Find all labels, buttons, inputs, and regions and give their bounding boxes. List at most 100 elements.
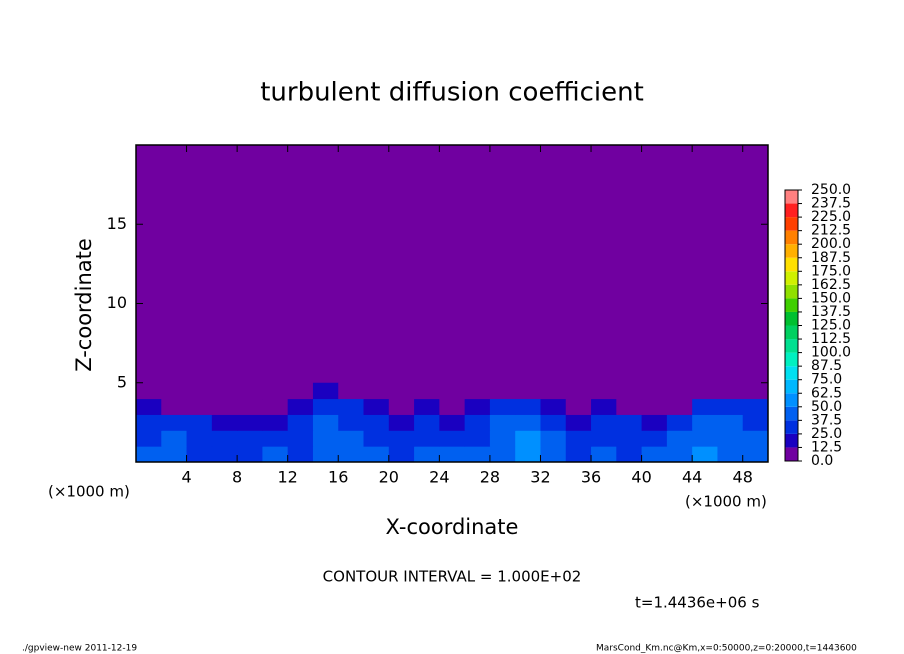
colorbar-label: 250.0	[811, 182, 851, 198]
field-cell	[641, 382, 668, 400]
field-cell	[616, 430, 643, 447]
colorbar-label: 87.5	[811, 358, 842, 374]
field-cell	[742, 430, 769, 447]
colorbar-label: 150.0	[811, 290, 851, 306]
field-cell	[388, 430, 415, 447]
field-cell	[540, 414, 567, 431]
field-cell	[312, 382, 339, 400]
x-tick-label: 28	[480, 468, 500, 487]
field-cell	[186, 382, 213, 400]
colorbar-label: 187.5	[811, 250, 851, 266]
time-note: t=1.4436e+06 s	[635, 594, 760, 612]
field-cell	[692, 398, 718, 415]
field-cell	[338, 430, 365, 447]
field-cell	[363, 430, 390, 447]
field-cell	[439, 446, 466, 463]
x-tick-label: 40	[631, 468, 651, 487]
x-tick-label: 36	[581, 468, 601, 487]
field-cell	[186, 398, 213, 415]
field-cell	[161, 446, 188, 463]
field-cell	[287, 398, 314, 415]
colorbar-band	[785, 230, 798, 245]
field-cell	[565, 382, 592, 400]
colorbar-label: 25.0	[811, 426, 842, 442]
field-cell	[641, 446, 668, 463]
field-cell	[717, 414, 744, 431]
field-cell	[262, 414, 289, 431]
field-cell	[742, 382, 769, 400]
field-cell	[540, 398, 567, 415]
field-cell	[565, 446, 592, 463]
field-cell	[439, 398, 466, 415]
field-cell	[641, 430, 668, 447]
colorbar-band	[785, 284, 798, 299]
x-tick-label: 4	[181, 468, 191, 487]
colorbar-band	[785, 257, 798, 272]
field-cell	[540, 430, 567, 447]
field-cell	[262, 382, 289, 400]
colorbar-label: 225.0	[811, 209, 851, 225]
field-cell	[591, 414, 617, 431]
field-cell	[565, 430, 592, 447]
field-cell	[717, 446, 744, 463]
field-cell	[136, 414, 162, 431]
colorbar-band	[785, 393, 798, 407]
field-cell	[414, 414, 440, 431]
field-cell	[591, 382, 617, 400]
y-tick-label: 5	[117, 372, 127, 391]
field-cell	[515, 430, 541, 447]
field-cell	[237, 382, 263, 400]
field-cell	[591, 398, 617, 415]
field-cell	[464, 446, 491, 463]
field-cell	[237, 398, 263, 415]
field-cell	[237, 446, 263, 463]
field-cell	[262, 446, 289, 463]
colorbar-label: 212.5	[811, 223, 851, 239]
field-cell	[540, 446, 567, 463]
footer: MarsCond_Km.nc@Km,x=0:50000,z=0:20000,t=…	[596, 644, 857, 654]
field-cell	[363, 446, 390, 463]
field-cell	[312, 430, 339, 447]
chart-title: turbulent diffusion coefficient	[260, 78, 644, 108]
field-cell	[312, 398, 339, 415]
field-cell	[742, 398, 769, 415]
field-cell	[692, 414, 718, 431]
field-cell	[666, 414, 693, 431]
x-tick-label: 24	[429, 468, 449, 487]
field-cell	[287, 382, 314, 400]
y-tick-label: 10	[107, 293, 127, 312]
colorbar-band	[785, 339, 798, 353]
field-cell	[489, 398, 516, 415]
field-cell	[565, 414, 592, 431]
unit-label: (×1000 m)	[48, 483, 130, 501]
field-cell	[262, 430, 289, 447]
field-cell	[616, 446, 643, 463]
colorbar-label: 100.0	[811, 345, 851, 361]
field-cell	[414, 382, 440, 400]
x-tick-label: 20	[379, 468, 399, 487]
colorbar-label: 37.5	[811, 412, 842, 428]
field-cell	[237, 414, 263, 431]
colorbar-label: 112.5	[811, 331, 851, 347]
x-tick-label: 16	[328, 468, 348, 487]
field-cell	[464, 398, 491, 415]
field-cell	[211, 446, 238, 463]
field-cell	[136, 446, 162, 463]
field-cell	[414, 446, 440, 463]
field-cell	[591, 446, 617, 463]
colorbar-band	[785, 447, 798, 461]
field-cell	[312, 446, 339, 463]
colorbar-label: 12.5	[811, 439, 842, 455]
field-cell	[591, 430, 617, 447]
field-cell	[616, 382, 643, 400]
field-cell	[388, 382, 415, 400]
field-cell	[616, 398, 643, 415]
field-cell	[363, 414, 390, 431]
field-cell	[742, 446, 769, 463]
field-cell	[161, 382, 188, 400]
field-cell	[464, 382, 491, 400]
colorbar-band	[785, 244, 798, 258]
field-cell	[641, 398, 668, 415]
field-cell	[515, 414, 541, 431]
field-cell	[186, 430, 213, 447]
